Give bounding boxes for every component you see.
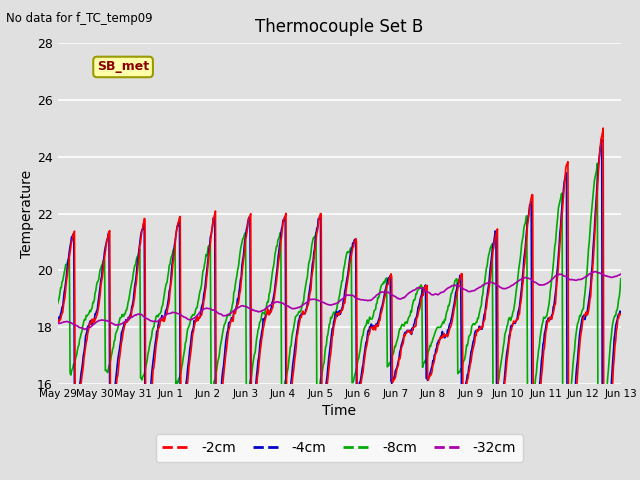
Legend: -2cm, -4cm, -8cm, -32cm: -2cm, -4cm, -8cm, -32cm — [156, 434, 523, 462]
-8cm — [252, 349, 259, 355]
-8cm — [223, 313, 231, 319]
-8cm — [273, 243, 280, 249]
-32cm — [592, 269, 600, 275]
-4cm — [54, 321, 61, 326]
-4cm — [273, 271, 280, 277]
Y-axis label: Temperature: Temperature — [20, 169, 34, 258]
-32cm — [273, 299, 281, 305]
-4cm — [429, 358, 436, 363]
-32cm — [54, 321, 61, 326]
Title: Thermocouple Set B: Thermocouple Set B — [255, 18, 423, 36]
Line: -32cm: -32cm — [58, 272, 621, 329]
-2cm — [617, 312, 625, 318]
-8cm — [593, 160, 601, 166]
Text: SB_met: SB_met — [97, 60, 149, 73]
-4cm — [252, 386, 259, 392]
-8cm — [617, 276, 625, 282]
-4cm — [120, 323, 127, 328]
-32cm — [617, 271, 625, 277]
-4cm — [223, 329, 231, 335]
-2cm — [397, 346, 405, 351]
-8cm — [594, 461, 602, 467]
-8cm — [120, 313, 127, 319]
-2cm — [223, 339, 231, 345]
-32cm — [81, 326, 88, 332]
-8cm — [54, 300, 61, 306]
-2cm — [252, 394, 259, 400]
-4cm — [598, 137, 605, 143]
Line: -4cm: -4cm — [58, 140, 621, 480]
-2cm — [120, 327, 127, 333]
-32cm — [429, 292, 437, 298]
-32cm — [252, 308, 260, 314]
-2cm — [273, 279, 280, 285]
-32cm — [224, 312, 232, 318]
-8cm — [429, 336, 436, 342]
-2cm — [599, 125, 607, 131]
-4cm — [617, 310, 625, 315]
-4cm — [397, 342, 405, 348]
-32cm — [398, 296, 406, 301]
-2cm — [429, 363, 436, 369]
Line: -2cm: -2cm — [58, 128, 621, 480]
-32cm — [120, 319, 128, 325]
X-axis label: Time: Time — [322, 405, 356, 419]
Line: -8cm: -8cm — [58, 163, 621, 464]
-8cm — [397, 324, 405, 329]
-2cm — [54, 316, 61, 322]
Text: No data for f_TC_temp09: No data for f_TC_temp09 — [6, 12, 153, 25]
